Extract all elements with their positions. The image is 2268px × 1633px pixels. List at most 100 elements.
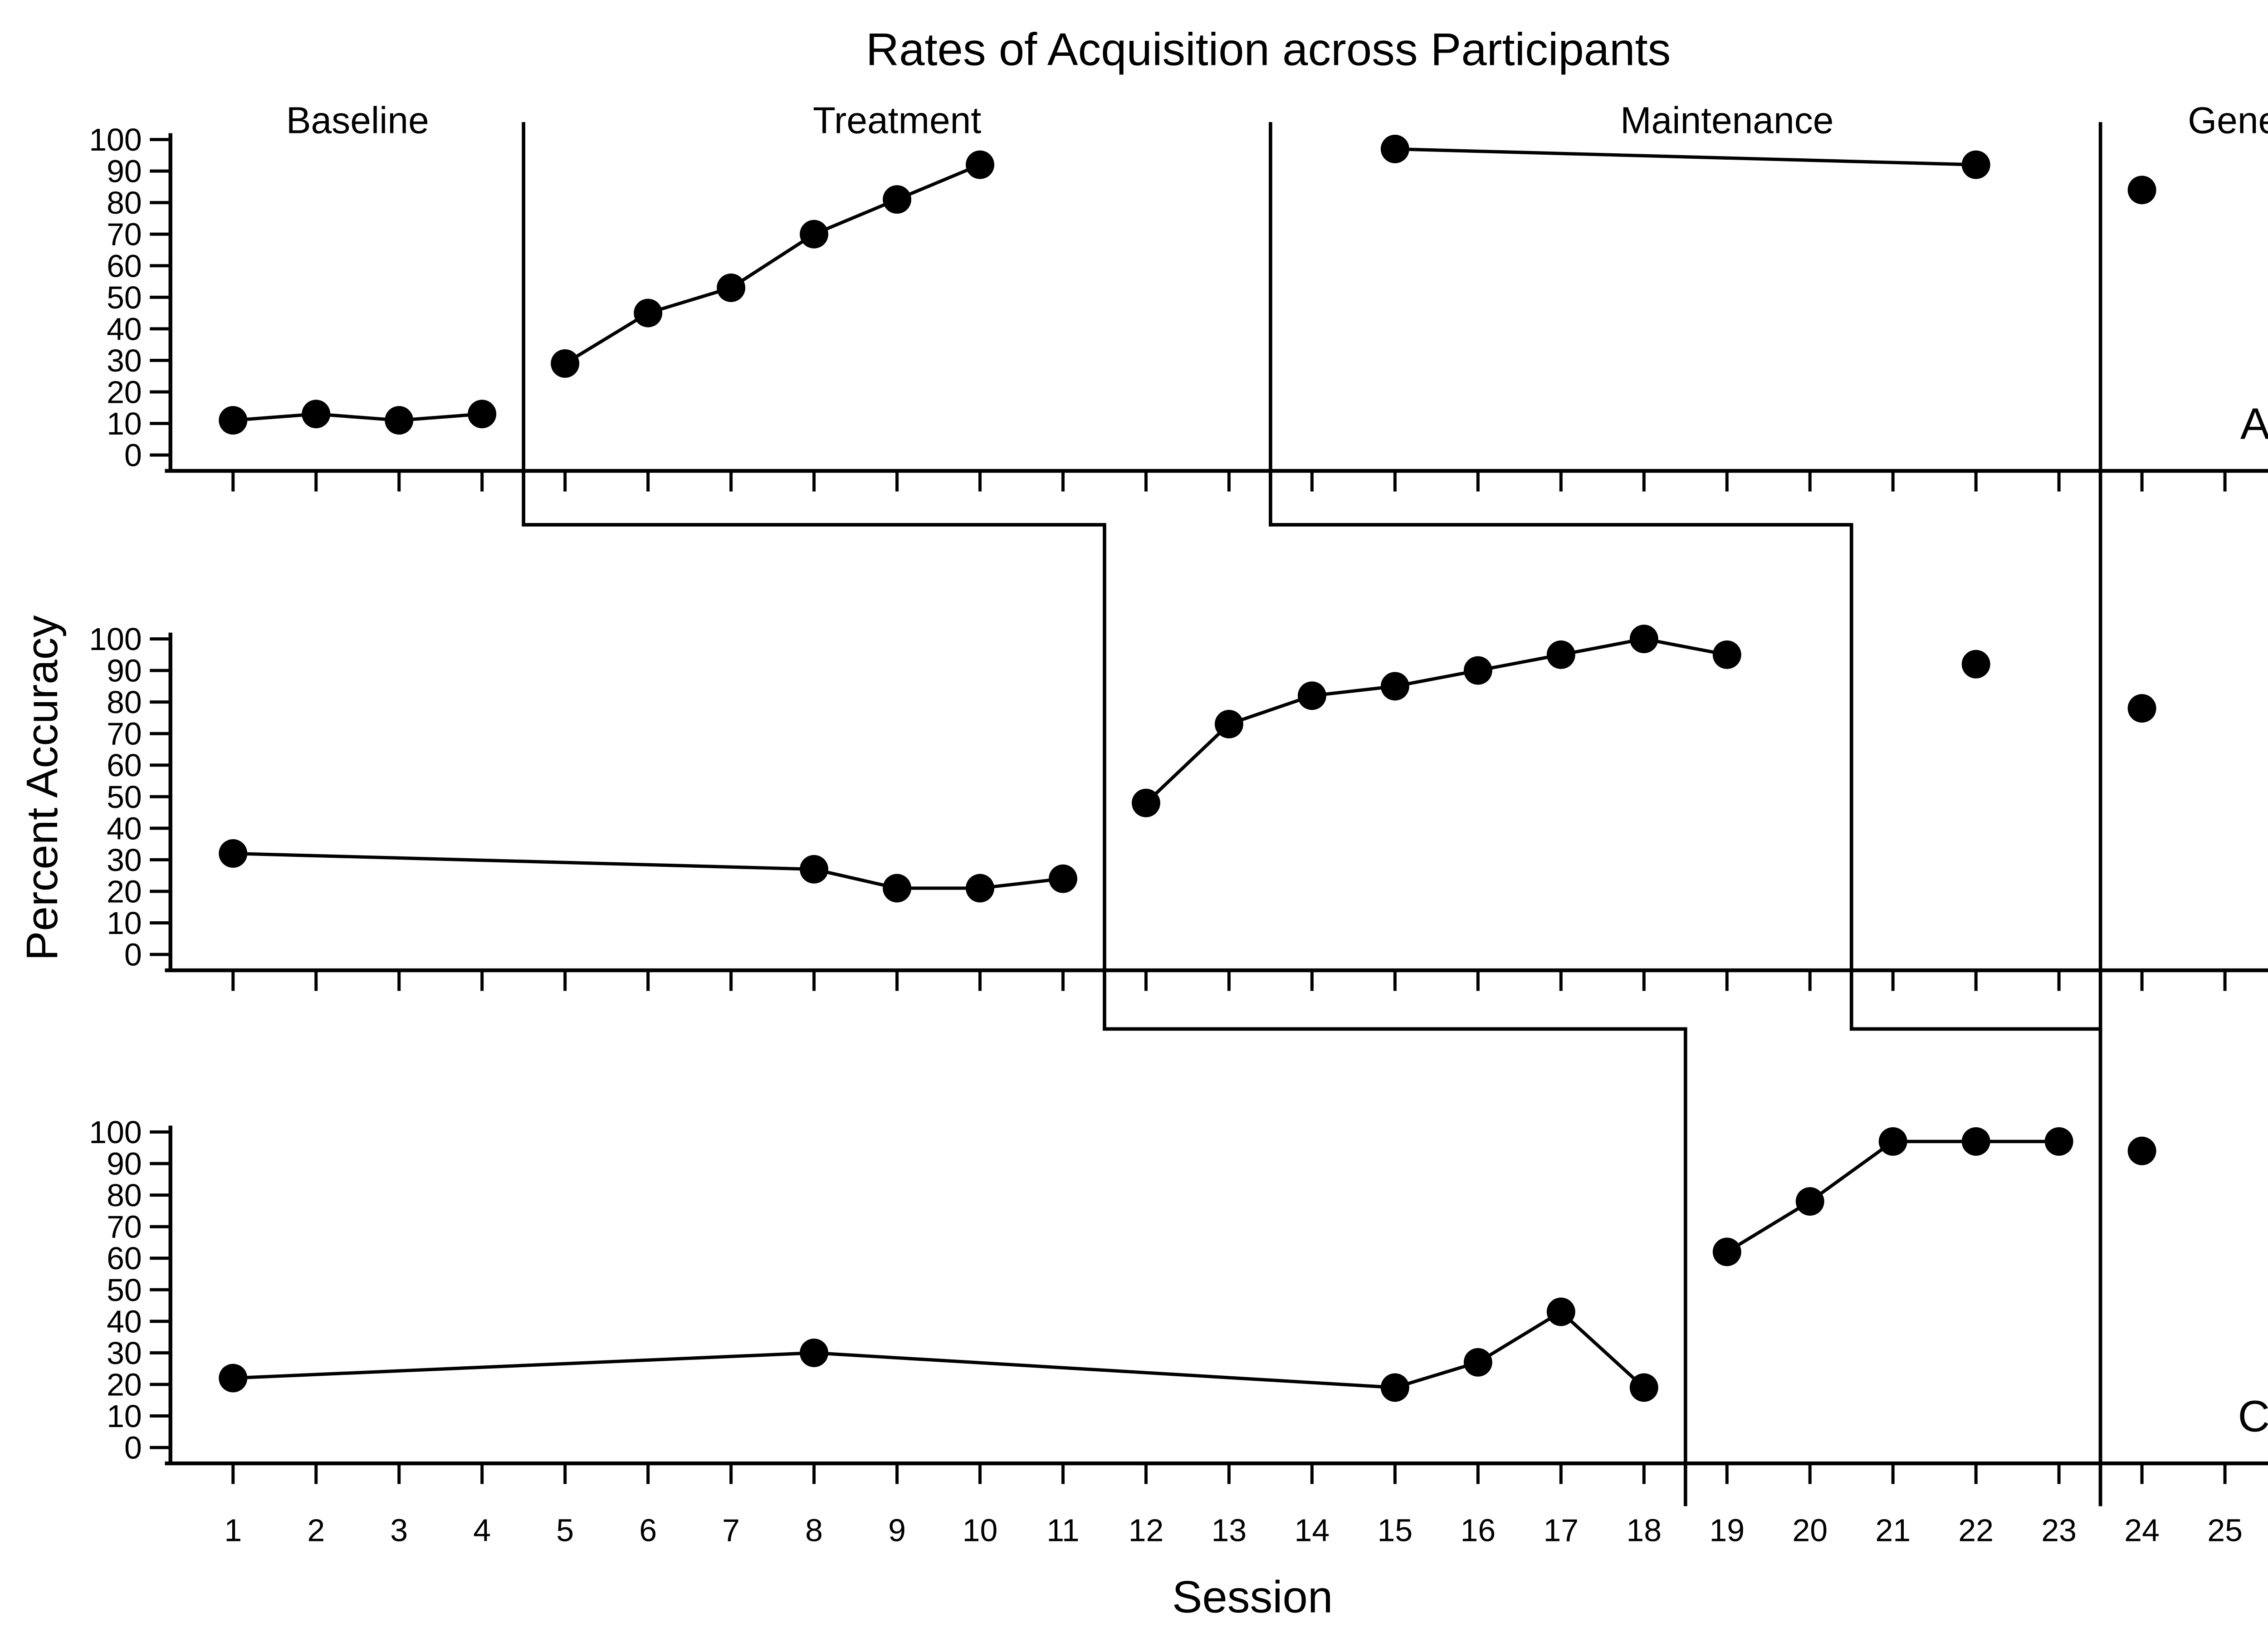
series-line-Charles-baseline bbox=[233, 1310, 1645, 1389]
data-point-Andrew-s24 bbox=[2127, 176, 2156, 205]
chart-body: 0102030405060708090100010203040506070809… bbox=[89, 100, 2268, 1548]
x-tick-label: 1 bbox=[224, 1512, 242, 1548]
data-point-Charles-s17 bbox=[1546, 1297, 1575, 1326]
data-point-Charles-s19 bbox=[1712, 1237, 1741, 1266]
data-point-Charles-s21 bbox=[1878, 1127, 1907, 1156]
data-point-Brian-s24 bbox=[2127, 694, 2156, 723]
data-point-Andrew-s15 bbox=[1380, 134, 1409, 163]
y-tick-label: 60 bbox=[107, 748, 142, 783]
data-point-Andrew-s10 bbox=[966, 150, 994, 179]
data-point-Brian-s1 bbox=[219, 839, 248, 868]
x-tick-label: 23 bbox=[2041, 1512, 2077, 1548]
x-tick-label: 2 bbox=[307, 1512, 325, 1548]
y-tick-label: 30 bbox=[107, 1335, 142, 1371]
y-tick-label: 90 bbox=[107, 154, 142, 189]
series-line-Andrew-maintenance bbox=[1395, 147, 1976, 166]
data-point-Andrew-s3 bbox=[385, 406, 414, 435]
series-line-Brian-baseline bbox=[233, 851, 1063, 890]
phase-label-maintenance: Maintenance bbox=[1620, 100, 1833, 142]
y-tick-label: 20 bbox=[107, 1367, 142, 1402]
x-tick-label: 20 bbox=[1792, 1512, 1828, 1548]
y-tick-label: 70 bbox=[107, 1209, 142, 1245]
y-tick-label: 10 bbox=[107, 406, 142, 441]
phase-line-baseline-to-treatment bbox=[522, 122, 1687, 1506]
x-tick-label: 11 bbox=[1046, 1512, 1080, 1548]
data-point-Brian-s12 bbox=[1132, 788, 1160, 817]
y-tick-label: 10 bbox=[107, 1398, 142, 1434]
y-tick-label: 100 bbox=[89, 1115, 142, 1150]
x-tick-label: 14 bbox=[1295, 1512, 1330, 1548]
y-tick-label: 20 bbox=[107, 874, 142, 909]
y-tick-label: 0 bbox=[124, 937, 142, 973]
x-tick-label: 25 bbox=[2207, 1512, 2243, 1548]
data-point-Charles-s20 bbox=[1795, 1187, 1824, 1216]
y-tick-label: 50 bbox=[107, 280, 142, 315]
x-tick-label: 6 bbox=[639, 1512, 657, 1548]
phase-label-baseline: Baseline bbox=[286, 100, 429, 142]
y-tick-label: 50 bbox=[107, 1272, 142, 1308]
data-point-Brian-s8 bbox=[800, 855, 829, 884]
y-tick-label: 80 bbox=[107, 1178, 142, 1213]
data-point-Charles-s1 bbox=[219, 1364, 248, 1393]
y-tick-label: 100 bbox=[89, 122, 142, 157]
participant-label-charles: Charles bbox=[2238, 1391, 2268, 1441]
y-tick-label: 0 bbox=[124, 1430, 142, 1466]
x-tick-label: 21 bbox=[1875, 1512, 1911, 1548]
y-tick-label: 90 bbox=[107, 1146, 142, 1182]
data-point-Andrew-s22 bbox=[1961, 150, 1990, 179]
x-tick-label: 18 bbox=[1626, 1512, 1662, 1548]
chart-title: Rates of Acquisition across Participants bbox=[866, 24, 1671, 75]
y-tick-label: 70 bbox=[107, 716, 142, 752]
x-tick-label: 10 bbox=[963, 1512, 998, 1548]
data-point-Andrew-s5 bbox=[551, 349, 580, 378]
y-tick-label: 30 bbox=[107, 343, 142, 378]
x-tick-label: 9 bbox=[888, 1512, 906, 1548]
y-tick-label: 0 bbox=[124, 438, 142, 473]
data-point-Andrew-s7 bbox=[717, 274, 746, 302]
data-point-Charles-s24 bbox=[2127, 1136, 2156, 1165]
participant-label-andrew: Andrew bbox=[2240, 398, 2268, 448]
x-tick-label: 15 bbox=[1378, 1512, 1413, 1548]
data-point-Andrew-s6 bbox=[634, 298, 663, 328]
y-axis-title: Percent Accuracy bbox=[17, 615, 67, 961]
data-point-Charles-s8 bbox=[800, 1338, 829, 1367]
x-tick-label: 17 bbox=[1543, 1512, 1579, 1548]
data-point-Charles-s22 bbox=[1961, 1127, 1990, 1156]
y-tick-label: 30 bbox=[107, 842, 142, 878]
data-point-Charles-s18 bbox=[1629, 1373, 1658, 1402]
data-point-Brian-s18 bbox=[1629, 625, 1658, 653]
data-point-Andrew-s2 bbox=[302, 400, 331, 429]
x-tick-label: 5 bbox=[556, 1512, 574, 1548]
data-point-Charles-s15 bbox=[1380, 1373, 1409, 1402]
data-point-Brian-s19 bbox=[1712, 640, 1741, 669]
y-tick-label: 50 bbox=[107, 779, 142, 815]
series-line-Andrew-treatment bbox=[564, 163, 981, 365]
y-tick-label: 90 bbox=[107, 653, 142, 689]
x-tick-label: 4 bbox=[473, 1512, 491, 1548]
phase-label-generalization: Generalization bbox=[2188, 100, 2268, 142]
y-tick-label: 80 bbox=[107, 684, 142, 720]
data-point-Charles-s23 bbox=[2044, 1127, 2073, 1156]
data-point-Andrew-s1 bbox=[219, 406, 248, 435]
data-point-Brian-s15 bbox=[1380, 672, 1409, 701]
x-tick-label: 16 bbox=[1460, 1512, 1496, 1548]
series-line-Andrew-baseline bbox=[233, 412, 482, 422]
data-point-Andrew-s9 bbox=[883, 185, 912, 214]
y-tick-label: 60 bbox=[107, 1241, 142, 1276]
y-tick-label: 20 bbox=[107, 374, 142, 410]
data-point-Brian-s10 bbox=[966, 874, 994, 903]
data-point-Charles-s16 bbox=[1463, 1348, 1492, 1377]
data-point-Andrew-s4 bbox=[468, 400, 497, 429]
y-tick-label: 40 bbox=[107, 311, 142, 347]
x-tick-label: 12 bbox=[1129, 1512, 1164, 1548]
data-point-Brian-s14 bbox=[1297, 681, 1326, 710]
x-tick-label: 19 bbox=[1709, 1512, 1745, 1548]
data-point-Brian-s13 bbox=[1214, 709, 1243, 738]
y-tick-label: 10 bbox=[107, 905, 142, 941]
x-tick-label: 24 bbox=[2124, 1512, 2160, 1548]
phase-label-treatment: Treatment bbox=[813, 100, 981, 142]
data-point-Brian-s17 bbox=[1546, 640, 1575, 669]
x-tick-label: 3 bbox=[390, 1512, 408, 1548]
